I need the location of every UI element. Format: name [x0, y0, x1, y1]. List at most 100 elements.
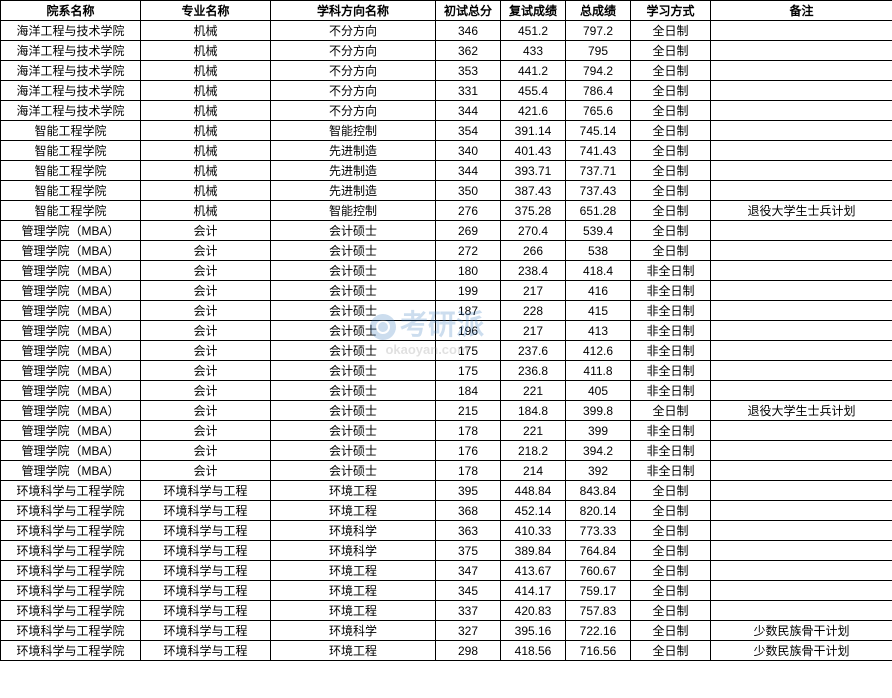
table-row: 环境科学与工程学院环境科学与工程环境工程298418.56716.56全日制少数…	[1, 641, 892, 661]
cell-score1: 340	[436, 141, 501, 161]
cell-dept: 智能工程学院	[1, 161, 141, 181]
cell-major: 会计	[141, 401, 271, 421]
cell-score3: 757.83	[566, 601, 631, 621]
cell-mode: 全日制	[631, 501, 711, 521]
table-row: 环境科学与工程学院环境科学与工程环境工程337420.83757.83全日制	[1, 601, 892, 621]
cell-score3: 538	[566, 241, 631, 261]
cell-score2: 421.6	[501, 101, 566, 121]
cell-mode: 全日制	[631, 541, 711, 561]
cell-score2: 270.4	[501, 221, 566, 241]
cell-major: 机械	[141, 101, 271, 121]
cell-score3: 786.4	[566, 81, 631, 101]
table-row: 智能工程学院机械先进制造340401.43741.43全日制	[1, 141, 892, 161]
cell-score2: 221	[501, 381, 566, 401]
cell-score3: 843.84	[566, 481, 631, 501]
cell-score2: 391.14	[501, 121, 566, 141]
cell-note	[711, 41, 892, 61]
cell-mode: 非全日制	[631, 301, 711, 321]
table-row: 海洋工程与技术学院机械不分方向353441.2794.2全日制	[1, 61, 892, 81]
cell-direction: 会计硕士	[271, 281, 436, 301]
cell-score1: 276	[436, 201, 501, 221]
cell-score3: 745.14	[566, 121, 631, 141]
cell-major: 环境科学与工程	[141, 621, 271, 641]
cell-dept: 管理学院（MBA）	[1, 241, 141, 261]
cell-mode: 全日制	[631, 221, 711, 241]
header-direction: 学科方向名称	[271, 1, 436, 21]
cell-dept: 环境科学与工程学院	[1, 541, 141, 561]
cell-note	[711, 341, 892, 361]
cell-note	[711, 441, 892, 461]
cell-dept: 管理学院（MBA）	[1, 461, 141, 481]
cell-mode: 全日制	[631, 641, 711, 661]
cell-mode: 全日制	[631, 61, 711, 81]
table-row: 环境科学与工程学院环境科学与工程环境工程395448.84843.84全日制	[1, 481, 892, 501]
cell-score1: 346	[436, 21, 501, 41]
cell-score2: 214	[501, 461, 566, 481]
cell-score1: 337	[436, 601, 501, 621]
cell-dept: 管理学院（MBA）	[1, 381, 141, 401]
cell-score2: 451.2	[501, 21, 566, 41]
cell-score2: 401.43	[501, 141, 566, 161]
cell-dept: 智能工程学院	[1, 121, 141, 141]
admissions-table: 院系名称 专业名称 学科方向名称 初试总分 复试成绩 总成绩 学习方式 备注 海…	[0, 0, 892, 661]
cell-note	[711, 261, 892, 281]
cell-note	[711, 361, 892, 381]
cell-mode: 非全日制	[631, 261, 711, 281]
cell-dept: 管理学院（MBA）	[1, 441, 141, 461]
cell-score2: 375.28	[501, 201, 566, 221]
cell-score3: 418.4	[566, 261, 631, 281]
cell-score2: 410.33	[501, 521, 566, 541]
cell-score3: 539.4	[566, 221, 631, 241]
cell-major: 机械	[141, 41, 271, 61]
table-row: 管理学院（MBA）会计会计硕士175236.8411.8非全日制	[1, 361, 892, 381]
table-row: 管理学院（MBA）会计会计硕士199217416非全日制	[1, 281, 892, 301]
cell-score2: 236.8	[501, 361, 566, 381]
cell-dept: 智能工程学院	[1, 141, 141, 161]
cell-score1: 353	[436, 61, 501, 81]
cell-score3: 797.2	[566, 21, 631, 41]
cell-score1: 368	[436, 501, 501, 521]
cell-score3: 820.14	[566, 501, 631, 521]
table-row: 管理学院（MBA）会计会计硕士176218.2394.2非全日制	[1, 441, 892, 461]
cell-note	[711, 541, 892, 561]
table-row: 环境科学与工程学院环境科学与工程环境科学375389.84764.84全日制	[1, 541, 892, 561]
cell-major: 环境科学与工程	[141, 641, 271, 661]
cell-dept: 环境科学与工程学院	[1, 641, 141, 661]
cell-score2: 218.2	[501, 441, 566, 461]
cell-score2: 237.6	[501, 341, 566, 361]
cell-mode: 全日制	[631, 121, 711, 141]
cell-direction: 会计硕士	[271, 221, 436, 241]
cell-major: 机械	[141, 21, 271, 41]
cell-mode: 全日制	[631, 81, 711, 101]
cell-direction: 会计硕士	[271, 261, 436, 281]
cell-mode: 非全日制	[631, 341, 711, 361]
cell-note	[711, 161, 892, 181]
cell-score1: 395	[436, 481, 501, 501]
cell-mode: 非全日制	[631, 281, 711, 301]
cell-score1: 199	[436, 281, 501, 301]
cell-score2: 217	[501, 281, 566, 301]
cell-mode: 全日制	[631, 41, 711, 61]
table-row: 海洋工程与技术学院机械不分方向362433795全日制	[1, 41, 892, 61]
cell-direction: 会计硕士	[271, 321, 436, 341]
cell-direction: 会计硕士	[271, 341, 436, 361]
cell-mode: 全日制	[631, 201, 711, 221]
cell-mode: 全日制	[631, 241, 711, 261]
cell-direction: 不分方向	[271, 41, 436, 61]
cell-major: 机械	[141, 121, 271, 141]
cell-direction: 不分方向	[271, 61, 436, 81]
cell-note: 少数民族骨干计划	[711, 621, 892, 641]
cell-major: 环境科学与工程	[141, 481, 271, 501]
cell-direction: 会计硕士	[271, 421, 436, 441]
cell-mode: 非全日制	[631, 321, 711, 341]
cell-score3: 394.2	[566, 441, 631, 461]
cell-score1: 298	[436, 641, 501, 661]
cell-score1: 178	[436, 421, 501, 441]
cell-score3: 741.43	[566, 141, 631, 161]
cell-major: 机械	[141, 201, 271, 221]
cell-major: 会计	[141, 301, 271, 321]
cell-dept: 智能工程学院	[1, 201, 141, 221]
cell-score2: 414.17	[501, 581, 566, 601]
cell-major: 机械	[141, 141, 271, 161]
cell-dept: 海洋工程与技术学院	[1, 101, 141, 121]
